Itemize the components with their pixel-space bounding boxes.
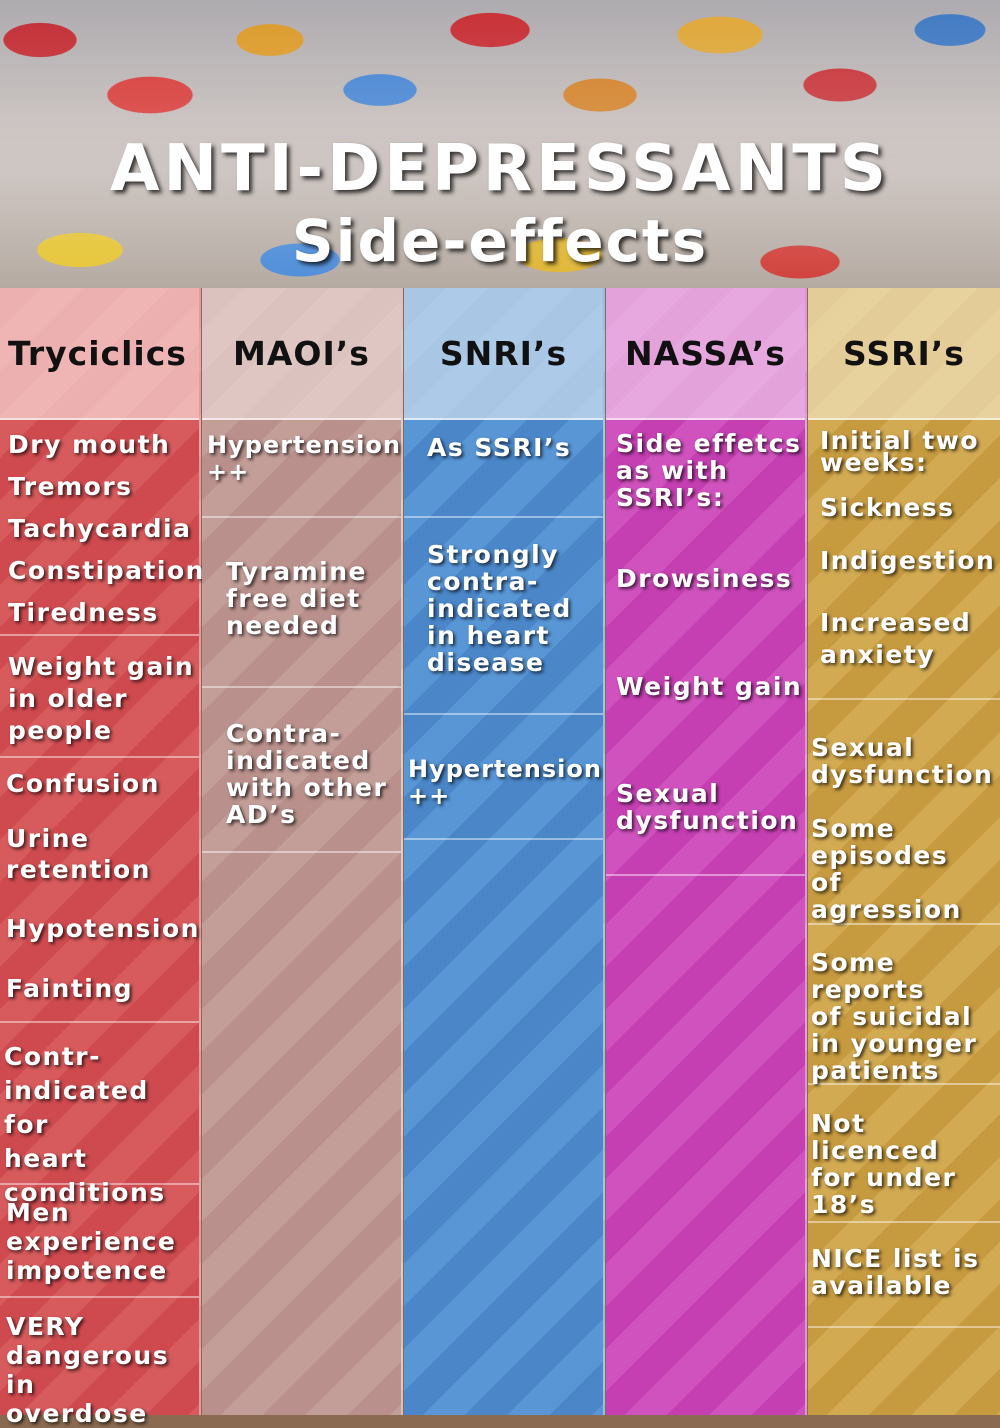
list-item: Men experience impotence <box>6 1198 177 1285</box>
list-item: Contr- indicated for heart conditions <box>4 1042 166 1207</box>
cell <box>0 1185 199 1298</box>
list-item: Side effetcs as with SSRI’s: <box>616 429 802 512</box>
list-item: Tachycardia <box>8 514 192 543</box>
cell <box>0 636 199 758</box>
list-item: Weight gain in older people <box>8 652 195 745</box>
list-item: Dry mouth <box>8 430 171 459</box>
list-item: Urine retention <box>6 824 151 884</box>
list-item: Confusion <box>6 769 160 798</box>
list-item: VERY dangerous in overdose <box>6 1312 170 1428</box>
cell <box>606 418 805 876</box>
page-title: ANTI-DEPRESSANTS Side-effects <box>0 130 1000 274</box>
column-header: SNRI’s <box>404 288 603 420</box>
cell <box>202 688 401 853</box>
list-item: Fainting <box>6 974 134 1003</box>
list-item: Weight gain <box>616 672 803 701</box>
cell <box>0 418 199 636</box>
list-item: Tiredness <box>8 598 159 627</box>
cell <box>808 1085 1000 1223</box>
column-header: MAOI’s <box>202 288 401 420</box>
list-item: Constipation <box>8 556 205 585</box>
title-line-2: Side-effects <box>291 207 709 275</box>
cell <box>0 758 199 1023</box>
list-item: Not licenced for under 18’s <box>811 1109 957 1219</box>
list-item: As SSRI’s <box>427 433 572 462</box>
cell <box>202 418 401 518</box>
cell <box>202 518 401 688</box>
list-item: Tremors <box>8 472 133 501</box>
cell <box>404 715 603 840</box>
list-item: Hypotension <box>6 914 200 943</box>
title-line-1: ANTI-DEPRESSANTS <box>109 132 891 206</box>
list-item: NICE list is available <box>811 1244 980 1300</box>
list-item: Strongly contra- indicated in heart dise… <box>427 540 572 677</box>
list-item: Indigestion <box>820 546 996 575</box>
list-item: Sickness <box>820 493 955 522</box>
list-item: Hypertension ++ <box>207 431 401 486</box>
column-maois: MAOI’s Hypertension ++ Tyramine free die… <box>202 288 403 1415</box>
cell <box>808 418 1000 700</box>
list-item: Initial two weeks: <box>820 426 980 477</box>
cell <box>808 700 1000 925</box>
cell <box>404 418 603 518</box>
list-item: Tyramine free diet needed <box>226 557 367 640</box>
list-item: Some episodes of agression <box>811 814 962 924</box>
list-item: Some reports of suicidal in younger pati… <box>811 948 978 1085</box>
column-header: NASSA’s <box>606 288 805 420</box>
column-tryciclics: Tryciclics Dry mouth Tremors Tachycardia… <box>0 288 203 1428</box>
list-item: Hypertension ++ <box>408 755 602 810</box>
cell <box>0 1023 199 1185</box>
cell <box>808 1223 1000 1328</box>
column-header: Tryciclics <box>0 288 199 420</box>
column-header: SSRI’s <box>808 288 1000 420</box>
list-item: Increased anxiety <box>820 608 972 669</box>
list-item: Contra- indicated with other AD’s <box>226 719 388 829</box>
list-item: Sexual dysfunction <box>616 779 799 835</box>
column-ssris: SSRI’s Initial two weeks: Sickness Indig… <box>808 288 1000 1415</box>
cell <box>808 925 1000 1085</box>
header-banner-pill-photo <box>0 0 1000 288</box>
column-snris: SNRI’s As SSRI’s Strongly contra- indica… <box>404 288 605 1415</box>
cell <box>404 518 603 715</box>
column-nassas: NASSA’s Side effetcs as with SSRI’s: Dro… <box>606 288 807 1415</box>
list-item: Drowsiness <box>616 564 793 593</box>
list-item: Sexual dysfunction <box>811 733 994 789</box>
